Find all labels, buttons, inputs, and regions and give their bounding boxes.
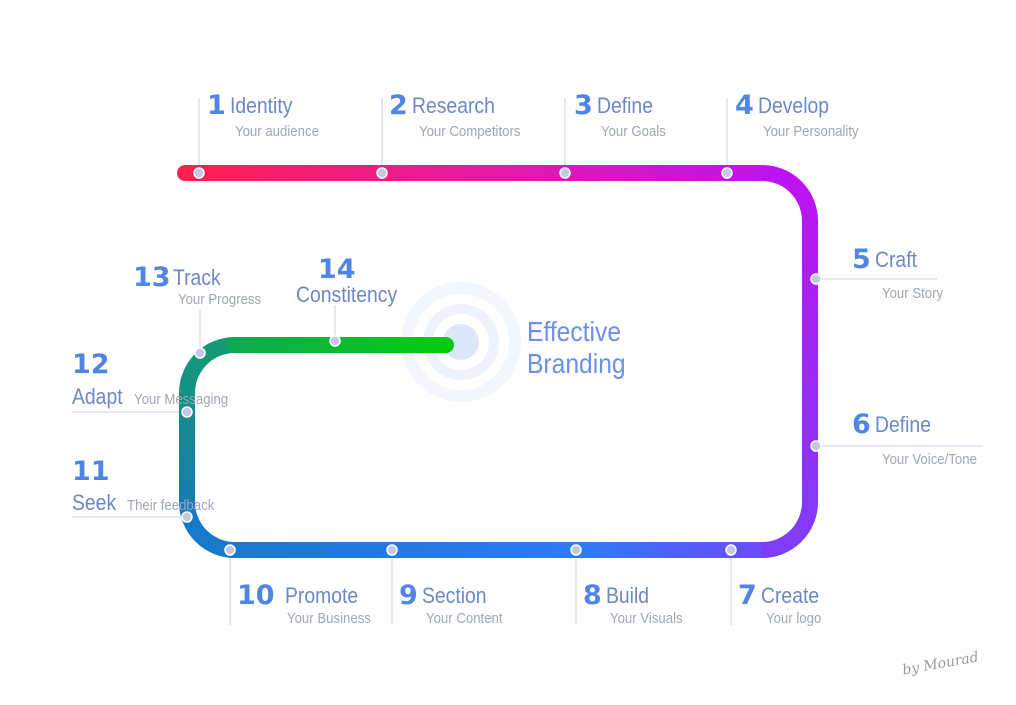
step-14: 14 Constitency xyxy=(296,256,411,307)
step-number: 12 xyxy=(72,349,110,380)
step-7: 7 Create Your logo xyxy=(738,580,827,626)
step-number: 1 xyxy=(207,90,226,121)
step-subtitle: Your Goals xyxy=(601,123,666,140)
marker-8 xyxy=(570,544,582,556)
step-title: Define xyxy=(874,411,931,437)
center-label: Effective Branding xyxy=(527,316,626,380)
step-6: 6 Define Your Voice/Tone xyxy=(852,409,977,467)
step-title: Define xyxy=(596,92,653,118)
step-title: Constitency xyxy=(296,282,398,307)
step-subtitle: Your logo xyxy=(766,610,822,627)
step-number: 11 xyxy=(72,456,110,487)
step-title: Adapt xyxy=(72,384,123,409)
step-12: 12 Adapt Your Messaging xyxy=(72,351,241,409)
step-markers xyxy=(181,167,822,556)
step-2: 2 Research Your Competitors xyxy=(389,90,521,139)
marker-12 xyxy=(181,406,193,418)
step-number: 4 xyxy=(735,90,754,121)
marker-5 xyxy=(810,273,822,285)
step-number: 14 xyxy=(318,254,356,285)
step-number: 9 xyxy=(399,580,418,611)
step-number: 7 xyxy=(738,580,757,611)
step-number: 10 xyxy=(237,580,275,611)
step-4: 4 Develop Your Personality xyxy=(735,90,859,139)
step-subtitle: Their feedback xyxy=(126,497,214,514)
step-11: 11 Seek Their feedback xyxy=(72,458,226,515)
marker-6 xyxy=(810,440,822,452)
step-number: 5 xyxy=(852,244,871,275)
marker-11 xyxy=(181,511,193,523)
step-number: 3 xyxy=(574,90,593,121)
step-title: Craft xyxy=(874,246,917,272)
step-subtitle: Your Progress xyxy=(178,291,262,308)
step-subtitle: Your Visuals xyxy=(610,610,683,627)
step-title: Create xyxy=(760,582,819,608)
marker-3 xyxy=(559,167,571,179)
step-subtitle: Your Content xyxy=(426,610,503,627)
center-label-line-1: Effective xyxy=(527,316,622,347)
step-1: 1 Identity Your audience xyxy=(207,90,319,139)
step-13: 13Track Your Progress xyxy=(133,262,261,307)
connector-lines xyxy=(72,98,983,625)
step-title: Research xyxy=(411,92,495,118)
step-10: 10 Promote Your Business xyxy=(237,580,371,626)
step-subtitle: Your Messaging xyxy=(133,391,229,408)
step-subtitle: Your Voice/Tone xyxy=(882,451,977,468)
step-number: 8 xyxy=(583,580,602,611)
step-title: Section xyxy=(421,582,487,608)
center-label-line-2: Branding xyxy=(527,348,626,379)
marker-10 xyxy=(224,544,236,556)
marker-14 xyxy=(329,335,341,347)
marker-9 xyxy=(386,544,398,556)
step-title: Track xyxy=(172,264,221,290)
step-9: 9 Section Your Content xyxy=(399,580,503,626)
marker-13 xyxy=(194,347,206,359)
marker-4 xyxy=(721,167,733,179)
step-subtitle: Your Personality xyxy=(763,123,859,140)
step-subtitle: Your Competitors xyxy=(419,123,521,140)
step-subtitle: Your Story xyxy=(882,285,944,302)
marker-7 xyxy=(725,544,737,556)
step-subtitle: Your audience xyxy=(235,123,319,140)
step-title: Seek xyxy=(72,490,117,515)
step-title: Develop xyxy=(757,92,829,118)
step-title: Identity xyxy=(229,92,293,118)
step-number: 2 xyxy=(389,90,408,121)
step-subtitle: Your Business xyxy=(287,610,371,627)
step-3: 3 Define Your Goals xyxy=(574,90,666,139)
step-5: 5 Craft Your Story xyxy=(852,244,943,301)
marker-1 xyxy=(193,167,205,179)
step-title: Build xyxy=(605,582,649,608)
step-number: 13 xyxy=(133,262,171,293)
step-number: 6 xyxy=(852,409,871,440)
target-icon xyxy=(401,282,521,402)
step-title: Promote xyxy=(284,582,358,608)
marker-2 xyxy=(376,167,388,179)
step-8: 8 Build Your Visuals xyxy=(583,580,683,626)
